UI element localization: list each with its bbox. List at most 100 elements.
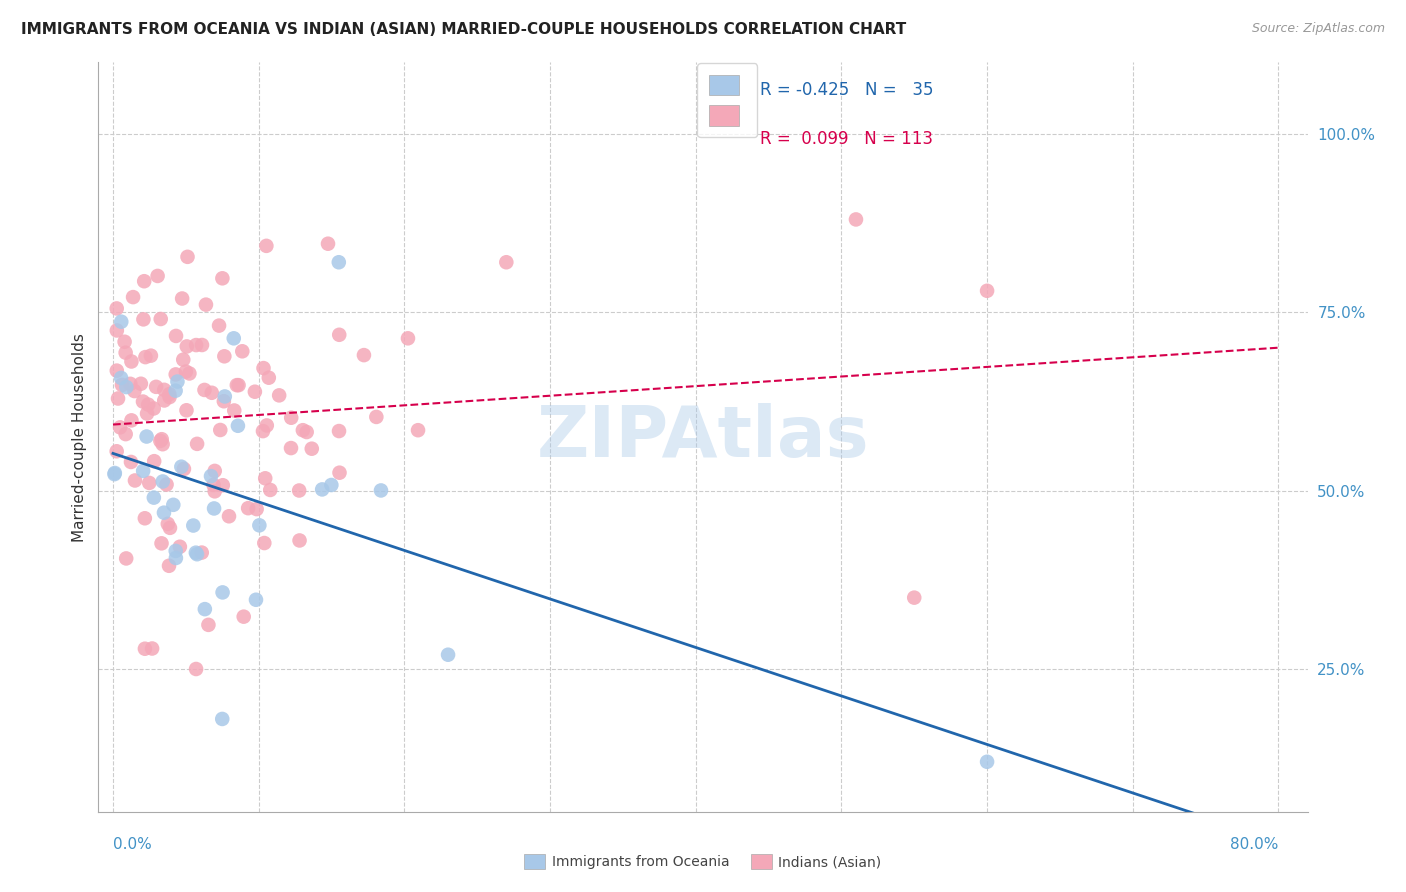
Point — [211, 478, 233, 492]
Point — [153, 383, 176, 397]
Point — [214, 389, 236, 403]
Point — [253, 536, 276, 550]
Point — [257, 370, 280, 384]
Point — [191, 338, 214, 352]
Point — [328, 255, 350, 269]
Point — [110, 371, 132, 385]
Point — [153, 393, 176, 408]
Point — [165, 329, 187, 343]
Point — [396, 331, 419, 345]
Point — [353, 348, 375, 362]
Point — [181, 518, 204, 533]
Point — [103, 467, 125, 482]
Point — [186, 437, 208, 451]
Point — [157, 558, 180, 573]
Point — [193, 383, 215, 397]
Point — [159, 521, 181, 535]
Point — [132, 394, 155, 409]
Point — [149, 312, 172, 326]
Point — [437, 648, 460, 662]
Point — [252, 424, 274, 438]
Point — [259, 483, 281, 497]
Point — [202, 501, 225, 516]
Point — [190, 545, 212, 559]
Point — [129, 376, 152, 391]
Point — [153, 506, 176, 520]
Point — [903, 591, 925, 605]
Point — [169, 540, 191, 554]
Point — [194, 298, 217, 312]
Point — [162, 498, 184, 512]
Point — [172, 292, 194, 306]
Point — [141, 641, 163, 656]
Point — [370, 483, 392, 498]
Point — [105, 363, 128, 377]
Point — [111, 378, 134, 392]
Point — [155, 477, 177, 491]
Point — [174, 365, 197, 379]
Point — [226, 418, 249, 433]
Point — [135, 429, 157, 443]
Point — [176, 339, 198, 353]
Point — [211, 271, 233, 285]
Point — [105, 444, 128, 458]
Point — [211, 585, 233, 599]
Point — [214, 349, 236, 363]
Point — [184, 662, 207, 676]
Point — [311, 483, 333, 497]
Point — [166, 375, 188, 389]
Point — [252, 361, 274, 376]
Point — [197, 618, 219, 632]
Point — [316, 236, 339, 251]
Point — [124, 474, 146, 488]
Point — [269, 388, 291, 402]
Point — [136, 407, 159, 421]
Point — [115, 380, 138, 394]
Text: 0.0%: 0.0% — [112, 837, 152, 852]
Point — [222, 331, 245, 345]
Point — [291, 423, 314, 437]
Point — [115, 551, 138, 566]
Point — [165, 551, 187, 566]
Point — [245, 592, 267, 607]
Point — [139, 349, 162, 363]
Point — [211, 712, 233, 726]
Point — [114, 427, 136, 442]
Point — [254, 471, 277, 485]
Point — [204, 484, 226, 499]
Point — [256, 418, 278, 433]
Point — [406, 423, 429, 437]
Point — [254, 239, 277, 253]
Point — [321, 478, 343, 492]
Point — [122, 290, 145, 304]
Point — [201, 385, 224, 400]
Point — [120, 376, 142, 391]
Point — [176, 403, 198, 417]
Point — [120, 413, 142, 427]
Point — [150, 536, 173, 550]
Point — [108, 420, 131, 434]
Point — [152, 475, 174, 489]
Point — [976, 284, 998, 298]
Point — [209, 423, 232, 437]
Point — [114, 334, 136, 349]
Point — [288, 533, 311, 548]
Point — [104, 466, 127, 480]
Point — [204, 464, 226, 478]
Point — [172, 352, 194, 367]
Text: R =  0.099   N = 113: R = 0.099 N = 113 — [759, 130, 932, 148]
Y-axis label: Married-couple Households: Married-couple Households — [72, 333, 87, 541]
Point — [143, 454, 166, 468]
Point — [228, 378, 250, 392]
Point — [142, 401, 165, 416]
Point — [328, 327, 350, 342]
Point — [247, 518, 270, 533]
Point — [138, 475, 160, 490]
Point — [218, 509, 240, 524]
Point — [120, 354, 142, 368]
Point — [124, 384, 146, 398]
Point — [134, 511, 156, 525]
Point — [145, 380, 167, 394]
Point — [976, 755, 998, 769]
Point — [225, 378, 247, 392]
